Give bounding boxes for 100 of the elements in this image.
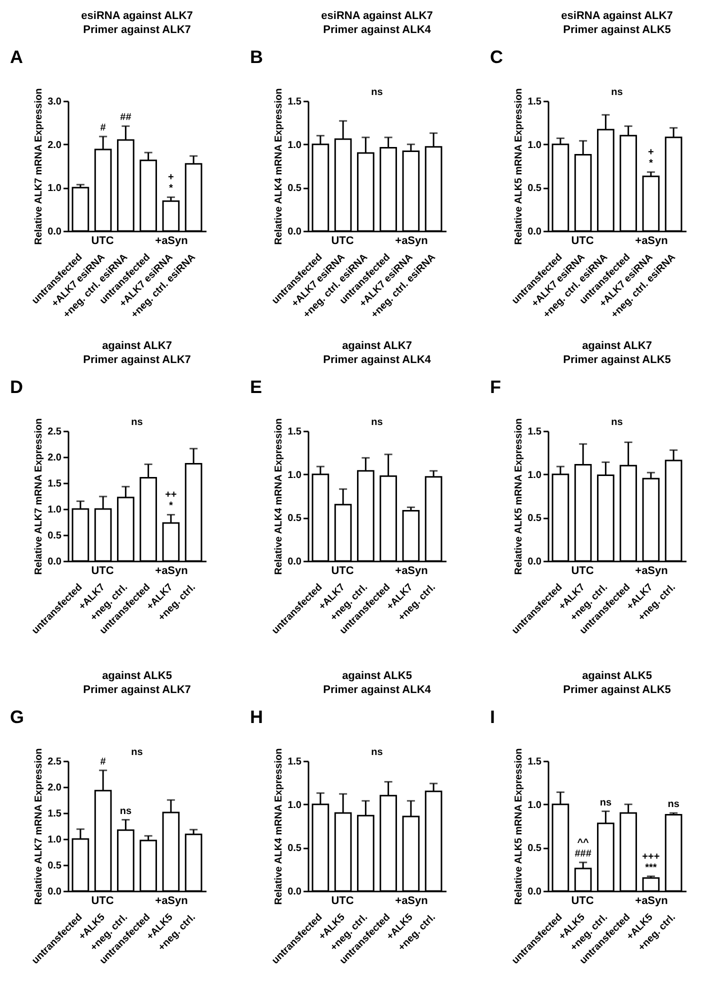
text: ns <box>371 747 384 758</box>
y-tick-label: 0.0 <box>48 886 62 898</box>
y-axis-title: Relative ALK5 mRNA Expression <box>514 418 525 575</box>
chart-subtitle: Primer against ALK4 <box>323 354 432 366</box>
text: +aSyn <box>155 895 188 907</box>
y-tick-label: 0.0 <box>528 886 542 898</box>
y-tick-label: 2.5 <box>48 756 62 768</box>
data-label: ns <box>120 806 132 817</box>
y-tick-label: 0.0 <box>288 226 302 238</box>
chart-subtitle: Primer against ALK5 <box>563 684 671 696</box>
text: +aSyn <box>395 565 428 577</box>
y-axis-title: Relative ALK7 mRNA Expression <box>34 418 45 575</box>
text: UTC <box>571 565 594 577</box>
data-label: ^^ ### <box>574 837 592 860</box>
text: +aSyn <box>155 235 188 247</box>
text: ns <box>611 417 624 428</box>
y-tick-label: 1.0 <box>528 140 542 151</box>
y-tick-label: 2.0 <box>48 452 62 464</box>
y-tick-label: 2.5 <box>48 426 62 438</box>
y-tick-label: 1.5 <box>288 756 302 768</box>
chart-subtitle: Primer against ALK7 <box>83 354 191 366</box>
text: UTC <box>91 895 114 907</box>
data-label: ++ * <box>165 490 177 512</box>
text: +aSyn <box>395 235 428 247</box>
text: C <box>490 47 503 67</box>
data-label: ns <box>668 799 680 810</box>
y-tick-label: 1.5 <box>528 756 542 768</box>
text: UTC <box>331 895 354 907</box>
chart-title: esiRNA against ALK7 <box>561 10 673 22</box>
y-tick-label: 1.0 <box>288 800 302 811</box>
data-label: # <box>100 122 106 134</box>
y-axis-title: Relative ALK4 mRNA Expression <box>274 748 285 905</box>
y-tick-label: 1.0 <box>528 470 542 481</box>
y-axis-title: Relative ALK7 mRNA Expression <box>34 88 45 245</box>
text: UTC <box>331 235 354 247</box>
y-tick-label: 0.0 <box>288 886 302 898</box>
text: +aSyn <box>635 235 668 247</box>
y-tick-label: 0.5 <box>288 183 302 194</box>
y-tick-label: 1.0 <box>48 834 62 846</box>
y-tick-label: 0.5 <box>528 843 542 854</box>
data-label: ## <box>120 112 132 124</box>
y-tick-label: 0.5 <box>528 183 542 194</box>
text: +aSyn <box>635 565 668 577</box>
y-tick-label: 0.5 <box>48 530 62 542</box>
y-axis-title: Relative ALK4 mRNA Expression <box>274 418 285 575</box>
text: UTC <box>571 895 594 907</box>
y-tick-label: 1.0 <box>48 183 62 194</box>
y-axis-title: Relative ALK5 mRNA Expression <box>514 88 525 245</box>
data-label: # <box>100 756 106 768</box>
chart-subtitle: Primer against ALK5 <box>563 24 671 36</box>
text: I <box>490 707 496 727</box>
y-tick-label: 2.0 <box>48 140 62 151</box>
text: +aSyn <box>635 895 668 907</box>
y-axis-title: Relative ALK4 mRNA Expression <box>274 88 285 245</box>
chart-subtitle: Primer against ALK4 <box>323 24 432 36</box>
text: ns <box>371 417 384 428</box>
y-tick-label: 1.0 <box>288 470 302 481</box>
text: ns <box>131 747 144 758</box>
chart-subtitle: Primer against ALK5 <box>563 354 671 366</box>
y-tick-label: 0.0 <box>528 556 542 568</box>
text: UTC <box>571 235 594 247</box>
chart-subtitle: Primer against ALK7 <box>83 24 191 36</box>
text: H <box>250 707 263 727</box>
y-tick-label: 1.5 <box>528 96 542 108</box>
y-tick-label: 3.0 <box>48 96 62 108</box>
y-axis-title: Relative ALK5 mRNA Expression <box>514 748 525 905</box>
text: ns <box>371 87 384 98</box>
text: +aSyn <box>395 895 428 907</box>
chart-subtitle: Primer against ALK7 <box>83 684 191 696</box>
data-label: + * <box>648 147 654 170</box>
text: E <box>250 377 262 397</box>
y-tick-label: 0.5 <box>288 513 302 524</box>
y-tick-label: 1.0 <box>48 504 62 516</box>
text: ns <box>611 87 624 98</box>
text: D <box>10 377 23 397</box>
y-tick-label: 1.5 <box>528 426 542 438</box>
chart-subtitle: Primer against ALK4 <box>323 684 432 696</box>
chart-title: against ALK7 <box>102 340 172 352</box>
chart-title: against ALK5 <box>582 670 652 682</box>
text: +aSyn <box>155 565 188 577</box>
y-tick-label: 0.0 <box>288 556 302 568</box>
chart-title: against ALK5 <box>342 670 412 682</box>
text: F <box>490 377 501 397</box>
y-tick-label: 0.5 <box>528 513 542 524</box>
text: G <box>10 707 24 727</box>
text: A <box>10 47 23 67</box>
data-label: + * <box>168 172 174 194</box>
text: ns <box>131 417 144 428</box>
chart-title: against ALK7 <box>582 340 652 352</box>
y-tick-label: 1.5 <box>288 426 302 438</box>
y-tick-label: 1.0 <box>528 800 542 811</box>
chart-title: against ALK7 <box>342 340 412 352</box>
text: UTC <box>91 565 114 577</box>
data-label: +++ *** <box>642 851 660 874</box>
y-tick-label: 1.0 <box>288 140 302 151</box>
data-label: ns <box>600 797 612 808</box>
chart-title: against ALK5 <box>102 670 172 682</box>
text: UTC <box>91 235 114 247</box>
y-tick-label: 0.0 <box>48 556 62 568</box>
y-tick-label: 0.5 <box>288 843 302 854</box>
